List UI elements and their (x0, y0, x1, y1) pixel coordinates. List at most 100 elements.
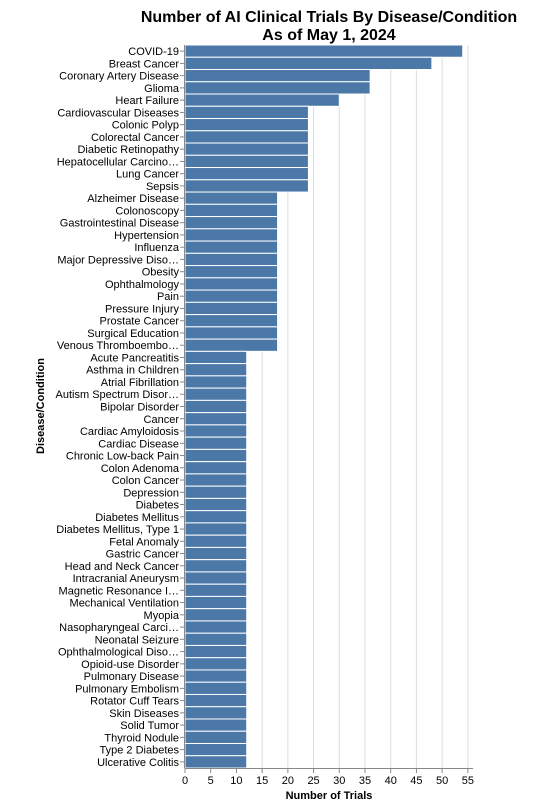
x-tick-label: 25 (307, 775, 319, 787)
bar (184, 240, 279, 254)
bar (184, 559, 248, 573)
bar (184, 81, 371, 95)
x-tick-label: 5 (208, 775, 214, 787)
y-tick-label: Cardiovascular Diseases (57, 107, 179, 119)
bar (184, 412, 248, 426)
bar (184, 534, 248, 548)
x-tick-label: 45 (410, 775, 422, 787)
y-tick-label: Breast Cancer (109, 58, 180, 70)
bar (184, 142, 309, 156)
y-tick-label: Magnetic Resonance I… (59, 585, 179, 597)
y-tick-label: Chronic Low-back Pain (66, 451, 179, 463)
bar (184, 595, 248, 610)
bar (184, 399, 248, 414)
bar (184, 130, 309, 144)
x-tick-label: 35 (359, 775, 371, 787)
bar (184, 105, 309, 120)
y-tick-label: Gastric Cancer (106, 549, 180, 561)
bar (184, 755, 248, 769)
bar (184, 461, 248, 475)
y-tick-label: Glioma (144, 83, 180, 95)
y-tick-label: Gastrointestinal Disease (60, 218, 179, 230)
bar (184, 93, 340, 107)
x-tick-label: 0 (182, 775, 188, 787)
y-tick-label: Diabetes (136, 500, 180, 512)
y-tick-label: Coronary Artery Disease (59, 71, 179, 83)
bar (184, 265, 279, 279)
bar (184, 118, 309, 132)
y-tick-label: Neonatal Seizure (95, 634, 179, 646)
bar (184, 363, 248, 377)
y-tick-label: Cardiac Amyloidosis (80, 426, 180, 438)
y-tick-label: Major Depressive Diso… (57, 254, 179, 266)
x-tick-label: 40 (385, 775, 397, 787)
y-tick-label: Thyroid Nodule (104, 732, 179, 744)
x-tick-label: 55 (462, 775, 474, 787)
bar (184, 693, 248, 708)
y-axis-title: Disease/Condition (35, 358, 47, 454)
y-tick-label: Fetal Anomaly (109, 536, 179, 548)
y-tick-label: Hypertension (114, 230, 179, 242)
bar (184, 620, 248, 634)
bar (184, 571, 248, 585)
bar (184, 179, 309, 193)
bar (184, 167, 309, 181)
x-axis-title: Number of Trials (286, 790, 373, 802)
x-tick-label: 10 (230, 775, 242, 787)
y-tick-label: Pulmonary Disease (84, 671, 179, 683)
bar (184, 681, 248, 695)
y-tick-label: Sepsis (146, 181, 180, 193)
bar (184, 56, 433, 71)
bar (184, 252, 279, 267)
y-tick-label: Ophthalmology (105, 279, 179, 291)
y-tick-label: Colorectal Cancer (91, 132, 179, 144)
bar (184, 228, 279, 242)
y-tick-label: Obesity (142, 267, 180, 279)
y-tick-label: Prostate Cancer (100, 316, 180, 328)
bar (184, 436, 248, 450)
y-tick-label: Atrial Fibrillation (101, 377, 179, 389)
y-tick-label: Pressure Injury (105, 303, 179, 315)
y-tick-label: Colon Adenoma (101, 463, 180, 475)
bar (184, 314, 279, 328)
x-axis: 0 5 10 15 20 25 30 35 40 45 50 55 (182, 768, 474, 787)
bar (184, 497, 248, 512)
x-tick-label: 15 (256, 775, 268, 787)
y-tick-label: Heart Failure (115, 95, 179, 107)
bar (184, 669, 248, 683)
bar (184, 203, 279, 218)
y-tick-label: Acute Pancreatitis (90, 352, 179, 364)
y-tick-label: Influenza (134, 242, 180, 254)
bar (184, 375, 248, 389)
y-tick-label: Diabetes Mellitus, Type 1 (56, 524, 179, 536)
bar (184, 546, 248, 561)
y-tick-label: Lung Cancer (116, 169, 179, 181)
bar (184, 522, 248, 536)
y-tick-label: Depression (123, 487, 179, 499)
y-tick-label: Hepatocellular Carcino… (57, 156, 179, 168)
chart-title-line-1: Number of AI Clinical Trials By Disease/… (141, 9, 517, 26)
y-tick-label: Colonoscopy (115, 205, 179, 217)
bar (184, 301, 279, 316)
y-tick-label: Diabetes Mellitus (95, 512, 179, 524)
y-tick-label: Rotator Cuff Tears (90, 696, 179, 708)
x-tick-label: 50 (436, 775, 448, 787)
y-tick-label: Pain (157, 291, 179, 303)
bar (184, 448, 248, 463)
bar (184, 657, 248, 671)
y-tick-label: Surgical Education (87, 328, 179, 340)
y-tick-label: Ulcerative Colitis (97, 757, 179, 769)
bar (184, 583, 248, 597)
bar (184, 277, 279, 291)
bars (184, 44, 464, 769)
bar (184, 326, 279, 340)
chart-title-line-2: As of May 1, 2024 (262, 27, 396, 44)
bar (184, 718, 248, 732)
y-tick-label: Intracranial Aneurysm (73, 573, 179, 585)
y-tick-label: Head and Neck Cancer (65, 561, 180, 573)
bar (184, 706, 248, 720)
y-tick-label: Type 2 Diabetes (100, 745, 180, 757)
x-tick-label: 20 (282, 775, 294, 787)
